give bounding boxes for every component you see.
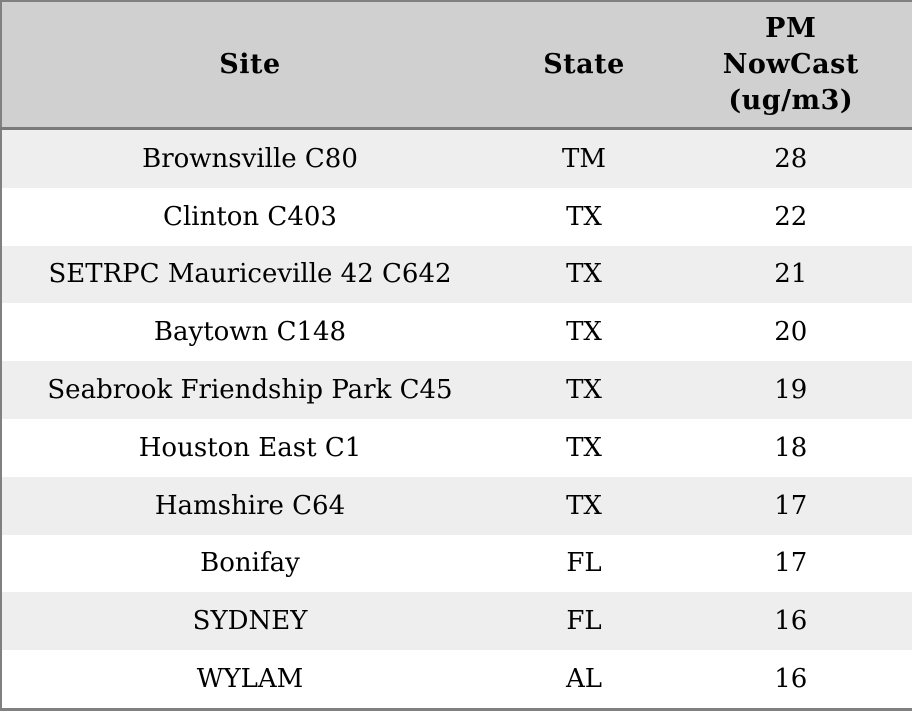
col-header-pm-line3: (ug/m3) <box>728 84 854 116</box>
state-cell: FL <box>566 606 602 637</box>
pm-cell: 17 <box>774 490 808 521</box>
table-row: SYDNEY FL 16 <box>1 592 912 651</box>
site-cell: Seabrook Friendship Park C45 <box>47 375 453 406</box>
state-cell: TX <box>566 490 602 521</box>
table-row: Bonifay FL 17 <box>1 534 912 593</box>
state-cell: TX <box>566 317 602 348</box>
state-cell: TX <box>566 259 602 290</box>
table-row: Clinton C403 TX 22 <box>1 187 912 246</box>
col-header-site-label: Site <box>219 48 281 80</box>
site-cell: Houston East C1 <box>138 432 362 463</box>
col-header-state: State <box>498 1 670 130</box>
pm-cell: 28 <box>774 143 808 174</box>
state-cell: TX <box>566 375 602 406</box>
site-cell: Baytown C148 <box>153 317 347 348</box>
site-cell: SYDNEY <box>192 606 308 637</box>
col-header-pm-nowcast: PM NowCast (ug/m3) <box>670 1 912 130</box>
pm-cell: 16 <box>774 606 808 637</box>
pm-cell: 22 <box>774 201 808 232</box>
pm-cell: 16 <box>774 664 808 695</box>
state-cell: TM <box>562 143 606 174</box>
table-row: Hamshire C64 TX 17 <box>1 476 912 535</box>
table-row: Seabrook Friendship Park C45 TX 19 <box>1 361 912 419</box>
pm-cell: 17 <box>774 548 808 579</box>
site-cell: Bonifay <box>200 548 300 579</box>
col-header-site: Site <box>1 1 498 130</box>
state-cell: TX <box>566 201 602 232</box>
state-cell: AL <box>565 664 603 695</box>
site-cell: Brownsville C80 <box>142 143 358 174</box>
site-cell: Clinton C403 <box>163 201 337 232</box>
table-row: Baytown C148 TX 20 <box>1 303 912 362</box>
site-cell: WYLAM <box>196 664 304 695</box>
site-cell: Hamshire C64 <box>154 490 346 521</box>
col-header-pm-line2: NowCast <box>722 48 859 80</box>
state-cell: TX <box>566 432 602 463</box>
pm-cell: 20 <box>774 317 808 348</box>
table-header: Site State PM NowCast (ug/m3) <box>1 1 912 130</box>
table-row: Houston East C1 TX 18 <box>1 418 912 477</box>
table-row: SETRPC Mauriceville 42 C642 TX 21 <box>1 245 912 304</box>
site-cell: SETRPC Mauriceville 42 C642 <box>48 259 452 290</box>
header-row: Site State PM NowCast (ug/m3) <box>1 1 912 130</box>
col-header-pm-line1: PM <box>765 12 817 44</box>
pm-cell: 18 <box>774 432 808 463</box>
table-row: Brownsville C80 TM 28 <box>1 128 912 188</box>
table-body: Brownsville C80 TM 28 Clinton C403 TX 22… <box>1 128 912 710</box>
state-cell: FL <box>566 548 602 579</box>
table-row: WYLAM AL 16 <box>1 650 912 710</box>
pm-cell: 19 <box>774 375 808 406</box>
pm-cell: 21 <box>774 259 808 290</box>
col-header-state-label: State <box>543 48 625 80</box>
